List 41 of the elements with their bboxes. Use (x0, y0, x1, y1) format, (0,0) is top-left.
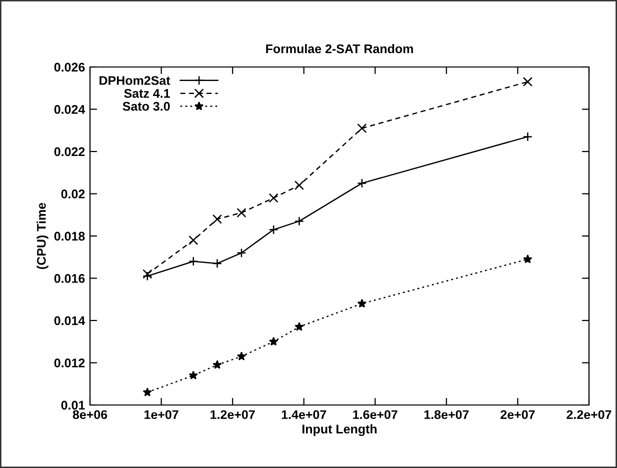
point (188, 235, 198, 246)
y-tick-label: 0.02 (61, 190, 85, 198)
point (357, 178, 367, 188)
point (212, 360, 222, 369)
point (236, 352, 246, 360)
x-tick-label: 1.6e+07 (353, 410, 398, 420)
point (236, 248, 246, 258)
point (142, 388, 152, 396)
point (236, 208, 246, 218)
y-tick-label: 0.016 (54, 274, 85, 283)
y-tick-label: 0.024 (54, 105, 86, 114)
legend-label: Satz 4.1 (124, 88, 170, 98)
point (268, 336, 278, 346)
chart-title: Formulae 2-SAT Random (266, 44, 413, 54)
x-tick-label: 2e+07 (500, 410, 535, 420)
point (268, 224, 278, 234)
x-axis-title: Input Length (302, 424, 377, 436)
point (294, 180, 304, 190)
point (357, 123, 367, 134)
y-tick-label: 0.01 (61, 400, 85, 410)
y-tick-label: 0.012 (54, 358, 85, 368)
point (523, 254, 532, 264)
point (357, 298, 367, 308)
x-tick-label: 1.2e+07 (210, 410, 255, 420)
y-tick-label: 0.026 (54, 62, 85, 72)
x-tick-label: 8e+06 (72, 410, 108, 420)
x-tick-label: 1e+07 (144, 410, 178, 420)
y-tick-label: 0.022 (54, 147, 85, 156)
y-axis-title: (CPU) Time (36, 202, 48, 269)
x-tick-label: 2.2e+07 (566, 410, 612, 420)
point (188, 370, 198, 380)
legend-label: DPHom2Sat (100, 76, 170, 85)
legend-label: Sato 3.0 (122, 102, 170, 111)
y-tick-label: 0.018 (54, 232, 85, 241)
point (268, 193, 278, 203)
point (294, 322, 304, 331)
point (212, 214, 222, 224)
x-tick-label: 1.4e+07 (282, 410, 326, 420)
point (522, 76, 532, 87)
x-tick-label: 1.8e+07 (424, 410, 469, 420)
y-tick-label: 0.014 (54, 316, 86, 326)
